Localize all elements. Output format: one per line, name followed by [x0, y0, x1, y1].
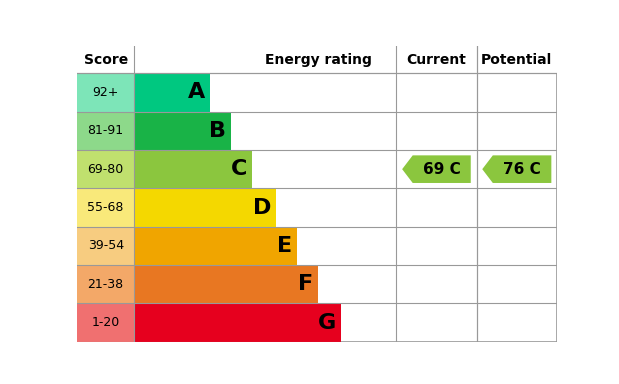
- Bar: [134, 265, 318, 303]
- Bar: [77, 227, 134, 265]
- Text: D: D: [253, 197, 271, 217]
- Text: C: C: [231, 159, 247, 179]
- Text: E: E: [277, 236, 292, 256]
- Bar: [77, 303, 134, 342]
- Bar: [134, 227, 297, 265]
- Text: 69-80: 69-80: [87, 163, 124, 175]
- Bar: [77, 112, 134, 150]
- Bar: [77, 73, 134, 112]
- Text: Potential: Potential: [481, 53, 552, 67]
- Bar: [134, 303, 341, 342]
- Bar: [134, 150, 252, 188]
- Text: F: F: [298, 274, 313, 294]
- Text: 69 C: 69 C: [423, 162, 461, 177]
- Bar: [134, 112, 231, 150]
- Bar: [77, 150, 134, 188]
- Text: 81-91: 81-91: [88, 124, 124, 137]
- Polygon shape: [482, 156, 552, 183]
- Text: Current: Current: [407, 53, 466, 67]
- Bar: [134, 73, 210, 112]
- Text: Energy rating: Energy rating: [265, 53, 372, 67]
- Text: 39-54: 39-54: [88, 239, 124, 252]
- Text: Score: Score: [84, 53, 128, 67]
- Text: 76 C: 76 C: [503, 162, 541, 177]
- Bar: [77, 188, 134, 227]
- Text: 1-20: 1-20: [92, 316, 120, 329]
- Text: 21-38: 21-38: [88, 278, 124, 291]
- Polygon shape: [402, 156, 471, 183]
- Text: 55-68: 55-68: [87, 201, 124, 214]
- Text: 92+: 92+: [92, 86, 119, 99]
- Text: B: B: [209, 121, 227, 141]
- Text: G: G: [318, 313, 337, 333]
- Text: A: A: [188, 83, 206, 103]
- Bar: [134, 188, 275, 227]
- Bar: [77, 46, 557, 73]
- Bar: [77, 265, 134, 303]
